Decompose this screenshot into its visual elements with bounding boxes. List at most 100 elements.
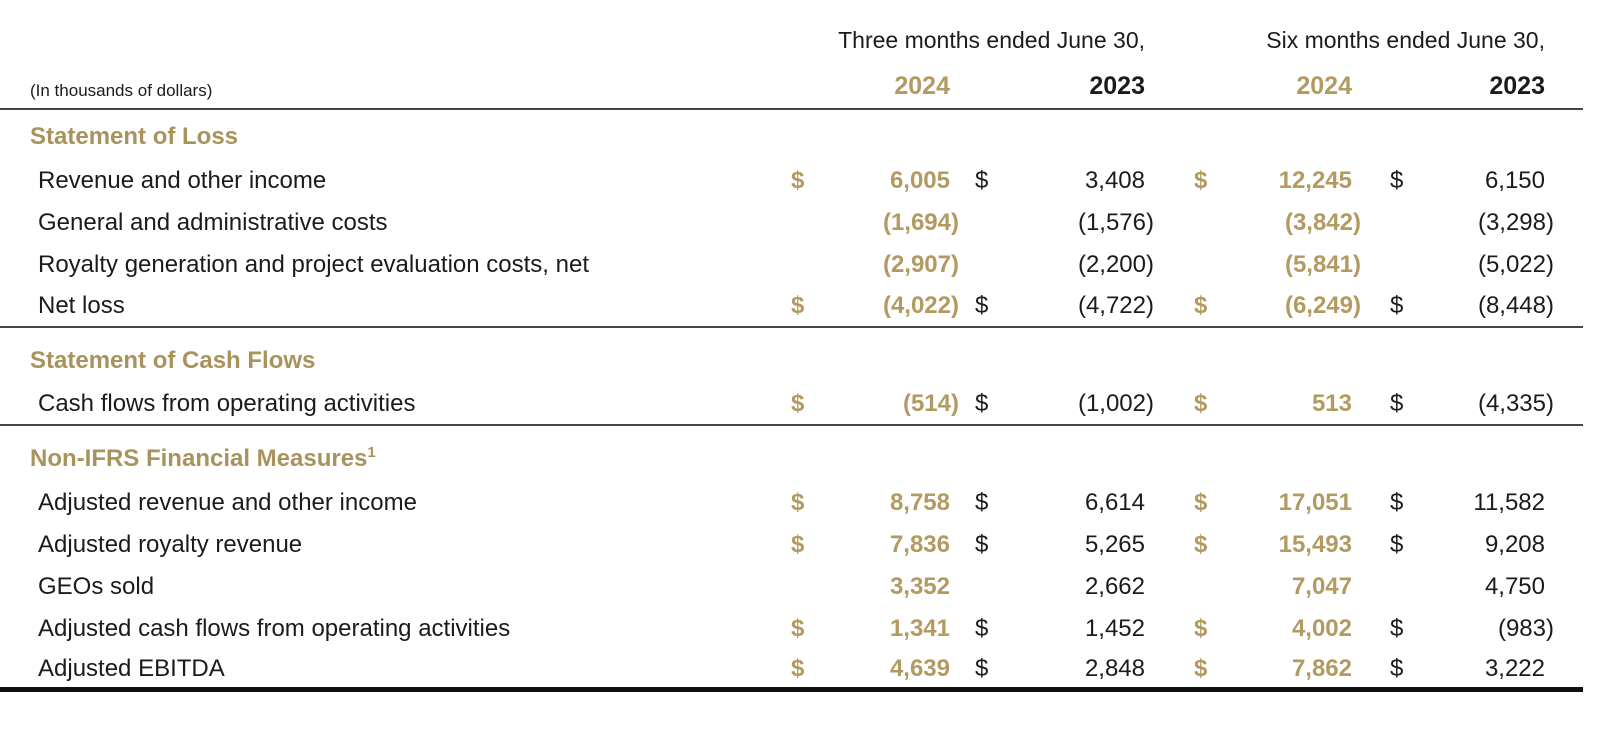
value: 4,750 <box>1484 573 1545 600</box>
dollar-sign <box>1360 587 1406 588</box>
table-row: Cash flows from operating activities $ (51… <box>0 384 1583 426</box>
period-header-row: Three months ended June 30, Six months e… <box>0 20 1583 56</box>
value-cell: 1,452 <box>1004 615 1153 643</box>
dollar-sign <box>958 587 1004 588</box>
column-group-gutter <box>1153 503 1188 504</box>
value-cell: (8,448) <box>1406 292 1583 320</box>
dollar-sign <box>958 223 1004 224</box>
dollar-sign: $ <box>1390 292 1404 319</box>
value: 11,582 <box>1473 489 1545 516</box>
dollar-sign: $ <box>1390 654 1404 682</box>
column-group-gutter <box>1153 404 1188 405</box>
dollar-sign: $ <box>975 390 989 417</box>
column-group-gutter <box>1153 181 1188 182</box>
value: (4,335) <box>1477 390 1554 417</box>
section-title: Statement of Cash Flows <box>0 347 1583 384</box>
row-label: Adjusted revenue and other income <box>38 489 417 516</box>
dollar-sign: $ <box>1390 489 1404 516</box>
column-group-gutter <box>1153 545 1188 546</box>
dollar-sign: $ <box>791 167 805 194</box>
table-row: Adjusted EBITDA $4,639 $2,848 $7,862 $3,222 <box>0 650 1583 692</box>
dollar-sign: $ <box>1390 615 1404 642</box>
value-cell: 12,245 <box>1233 167 1360 195</box>
value: 7,862 <box>1291 654 1352 682</box>
year-header-cell: 2024 <box>830 72 958 108</box>
value-cell: 1,341 <box>830 615 958 643</box>
dollar-sign <box>1188 587 1233 588</box>
value-cell: (5,841) <box>1233 251 1361 279</box>
value-cell: (4,022) <box>830 292 959 320</box>
value: (4,022) <box>882 292 959 319</box>
year-header-cell: 2023 <box>1004 72 1153 108</box>
year-header-spacer <box>958 101 1004 108</box>
value-cell: (1,694) <box>830 209 959 237</box>
value-cell: 4,639 <box>830 655 958 683</box>
value: 3,222 <box>1484 654 1545 682</box>
units-label: (In thousands of dollars) <box>30 81 213 100</box>
dollar-sign: $ <box>791 615 805 642</box>
value-cell: (983) <box>1406 615 1583 643</box>
value: 1,341 <box>889 615 950 642</box>
dollar-sign: $ <box>975 615 989 642</box>
value-cell: (1,576) <box>1004 209 1154 237</box>
value: (3,842) <box>1284 209 1361 236</box>
dollar-sign: $ <box>791 292 805 319</box>
year-header-3mo-2024: 2024 <box>894 72 950 100</box>
dollar-sign: $ <box>1194 531 1208 558</box>
value-cell: 7,836 <box>830 531 958 559</box>
value: (3,298) <box>1477 209 1554 236</box>
section-title: Statement of Loss <box>0 123 1583 160</box>
row-label: Royalty generation and project evaluatio… <box>38 251 590 278</box>
value-cell: (1,002) <box>1004 390 1154 418</box>
dollar-sign: $ <box>791 531 805 558</box>
value: 9,208 <box>1484 531 1545 558</box>
section-title-text: Statement of Loss <box>30 123 239 150</box>
value-cell: (5,022) <box>1406 251 1583 279</box>
value: 3,352 <box>889 573 950 600</box>
table-body: Statement of Loss Revenue and other incom… <box>0 110 1583 692</box>
value-cell: (4,335) <box>1406 390 1583 418</box>
value: (983) <box>1497 615 1554 642</box>
section-title-superscript: 1 <box>367 444 376 461</box>
table-row: General and administrative costs (1,694) (… <box>0 202 1583 244</box>
dollar-sign: $ <box>791 489 805 516</box>
value-cell: (2,907) <box>830 251 959 279</box>
row-label: Cash flows from operating activities <box>38 390 416 417</box>
dollar-sign: $ <box>975 531 989 558</box>
value: 8,758 <box>889 489 950 516</box>
column-group-gutter <box>1153 265 1188 266</box>
value-cell: 3,222 <box>1406 655 1583 683</box>
section-title-text: Non-IFRS Financial Measures <box>30 445 368 472</box>
value-cell: 7,047 <box>1233 573 1360 601</box>
value-cell: (6,249) <box>1233 292 1361 320</box>
dollar-sign: $ <box>791 390 805 417</box>
year-header-spacer <box>1360 101 1406 108</box>
dollar-sign: $ <box>1390 531 1404 558</box>
dollar-sign: $ <box>1194 292 1208 319</box>
value: (2,907) <box>882 251 959 278</box>
value: 513 <box>1311 390 1352 417</box>
value-cell: 7,862 <box>1233 655 1360 683</box>
year-header-row: (In thousands of dollars) 2024 2023 2024… <box>0 56 1583 110</box>
table-row: Adjusted royalty revenue $7,836 $5,265 $15,… <box>0 524 1583 566</box>
dollar-sign: $ <box>975 654 989 682</box>
year-header-cell: 2024 <box>1233 72 1360 108</box>
value: (1,694) <box>882 209 959 236</box>
value-cell: 6,614 <box>1004 489 1153 517</box>
value: 7,047 <box>1291 573 1352 600</box>
dollar-sign: $ <box>1194 654 1208 682</box>
period-header-three-months: Three months ended June 30, <box>838 27 1145 53</box>
value-cell: 17,051 <box>1233 489 1360 517</box>
year-header-cell: 2023 <box>1406 72 1583 108</box>
dollar-sign: $ <box>975 292 989 319</box>
value: (514) <box>902 390 959 417</box>
year-header-3mo-2023: 2023 <box>1089 72 1145 100</box>
value-cell: 11,582 <box>1406 489 1583 517</box>
value: 6,150 <box>1484 167 1545 194</box>
dollar-sign: $ <box>791 654 805 682</box>
column-group-gutter <box>1153 306 1188 307</box>
dollar-sign <box>958 265 1004 266</box>
row-label: GEOs sold <box>38 573 155 600</box>
row-label: General and administrative costs <box>38 209 388 236</box>
